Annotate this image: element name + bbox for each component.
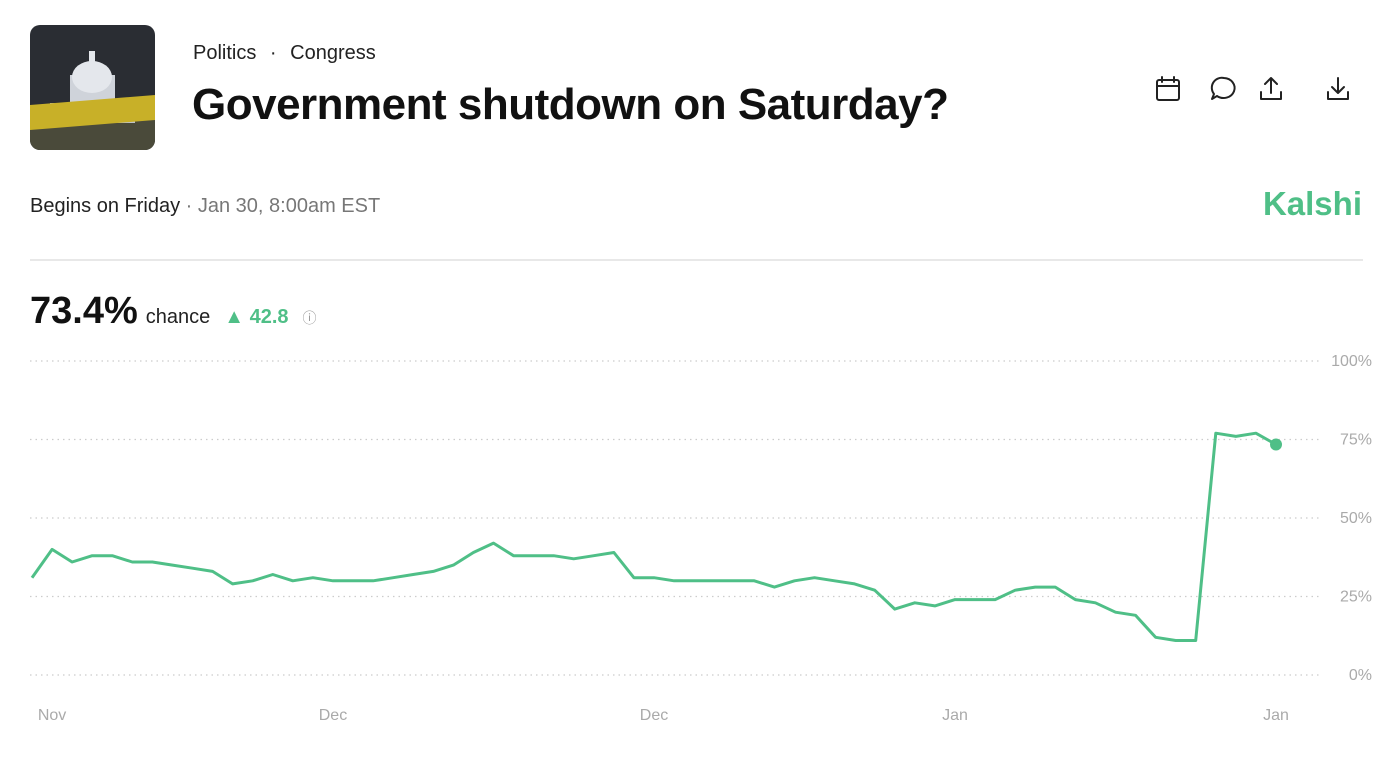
x-tick-label: Nov <box>38 707 66 724</box>
x-tick-label: Dec <box>319 707 347 724</box>
download-icon[interactable] <box>1327 77 1349 100</box>
up-arrow: ▲ <box>224 306 245 328</box>
chance-label: chance <box>145 306 211 328</box>
y-tick-label: 50% <box>1340 510 1372 527</box>
info-icon[interactable]: ⓘ <box>302 310 317 326</box>
calendar-icon[interactable] <box>1156 76 1180 101</box>
divider <box>30 259 1363 261</box>
title: Government shutdown on Saturday? <box>192 80 949 129</box>
x-tick-label: Jan <box>1263 707 1289 724</box>
toolbar <box>1156 76 1349 101</box>
x-tick-label: Jan <box>942 707 968 724</box>
begins-time: Jan 30, 8:00am EST <box>197 195 381 217</box>
comment-icon[interactable] <box>1210 76 1236 100</box>
thumbnail <box>30 25 155 150</box>
subcategory[interactable]: Congress <box>290 42 376 64</box>
chance-value: 73.4% <box>30 290 138 332</box>
y-tick-label: 100% <box>1331 353 1372 370</box>
y-tick-label: 75% <box>1340 432 1372 449</box>
begins-label: Begins on Friday <box>30 195 181 217</box>
brand[interactable]: Kalshi <box>1262 185 1362 222</box>
change-value: 42.8 <box>249 306 289 328</box>
begins: Begins on Friday · Jan 30, 8:00am EST <box>30 195 380 218</box>
last-point <box>1270 438 1282 451</box>
y-tick-label: 0% <box>1349 667 1372 684</box>
y-tick-label: 25% <box>1340 589 1372 606</box>
category[interactable]: Politics <box>193 42 257 64</box>
separator: · <box>185 195 198 217</box>
breadcrumb: Politics · Congress <box>193 42 376 65</box>
share-icon[interactable] <box>1260 77 1282 100</box>
change: ▲ 42.8 <box>224 306 288 329</box>
line <box>30 431 1277 642</box>
x-tick-label: Dec <box>640 707 668 724</box>
stats: 73.4% chance ▲ 42.8 ⓘ <box>30 290 317 333</box>
separator: · <box>269 42 277 64</box>
